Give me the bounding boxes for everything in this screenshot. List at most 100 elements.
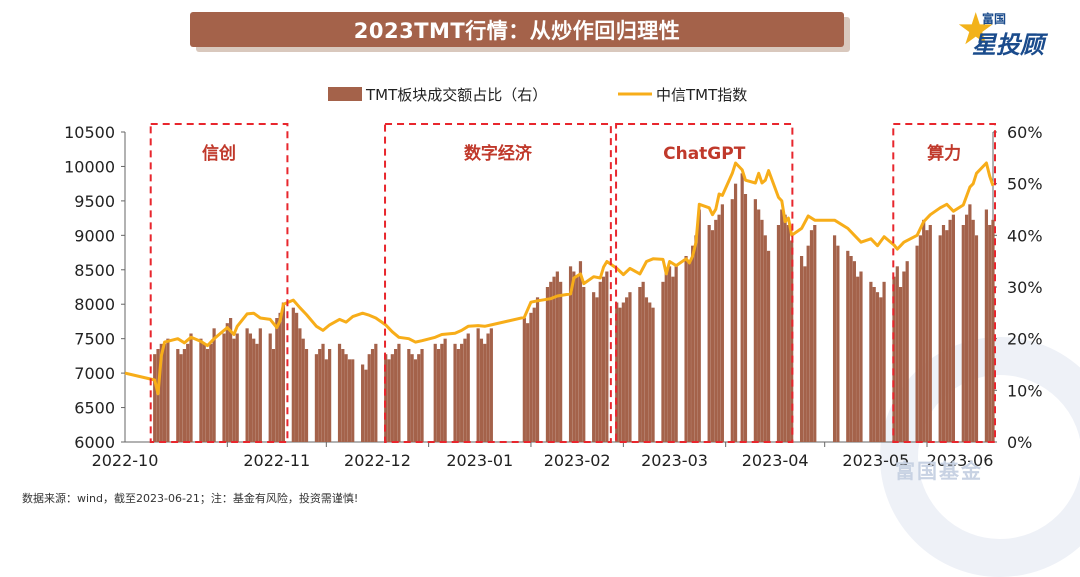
bar [869, 281, 873, 442]
bar [879, 297, 883, 442]
y-left-tick-label: 6000 [74, 433, 115, 452]
bar [988, 225, 992, 442]
bar [361, 364, 365, 442]
bar [364, 369, 368, 442]
bar [397, 343, 401, 442]
y-left-tick-label: 7000 [74, 364, 115, 383]
index-line [124, 161, 995, 396]
bar [163, 343, 167, 442]
bar [235, 333, 239, 442]
bar [337, 343, 342, 442]
bar [836, 245, 840, 442]
bar [394, 349, 398, 442]
y-left-tick-label: 8000 [74, 295, 115, 314]
source-note: 数据来源：wind，截至2023-06-21；注：基金有风险，投资需谨慎! [22, 492, 359, 505]
x-tick-label: 2023-04 [742, 451, 809, 470]
bar [159, 343, 163, 442]
bar [199, 338, 203, 442]
bar [872, 287, 876, 442]
bar [776, 225, 781, 442]
bar [433, 343, 437, 442]
bar [918, 235, 922, 442]
bar [763, 235, 767, 442]
bar [298, 328, 302, 442]
bar [559, 281, 563, 442]
page-title: 2023TMT行情：从炒作回归理性 [190, 12, 844, 47]
bar [661, 281, 665, 442]
bar [753, 199, 757, 442]
bar [535, 297, 540, 442]
x-tick-label: 2023-01 [446, 451, 513, 470]
annotation-label: 信创 [202, 143, 236, 164]
bar [786, 225, 790, 442]
bar [714, 219, 718, 442]
bar [179, 354, 183, 442]
bar [859, 271, 863, 442]
brand-main-text: 星投顾 [972, 31, 1044, 59]
bar [691, 245, 695, 442]
bar [684, 256, 688, 442]
bar [945, 230, 949, 442]
bar [248, 333, 253, 442]
bar [420, 349, 424, 442]
y-left-tick-label: 9500 [74, 192, 115, 211]
bar [370, 349, 375, 442]
bar [153, 354, 157, 442]
bar [984, 209, 988, 442]
bar [367, 354, 371, 442]
annotation-box [615, 123, 794, 443]
bar [245, 328, 249, 442]
bar [483, 343, 487, 442]
annotation-box [892, 123, 997, 443]
bar [968, 204, 972, 442]
bar [783, 214, 787, 442]
bar [281, 302, 286, 442]
bar [951, 214, 955, 442]
bar [225, 323, 229, 442]
bar [486, 333, 490, 442]
bar [941, 225, 946, 442]
bar [344, 354, 348, 442]
bar [664, 271, 668, 442]
bar [278, 312, 282, 442]
bar [720, 204, 724, 442]
bar [374, 343, 378, 442]
bar [760, 219, 764, 442]
y-left-tick-label: 10000 [64, 157, 115, 176]
bar [436, 349, 441, 442]
bar [707, 225, 711, 442]
bar [232, 338, 236, 442]
annotation-box [149, 123, 289, 443]
bar [628, 292, 632, 442]
x-tick-label: 2022-11 [243, 451, 310, 470]
y-right-tick-label: 0% [1007, 433, 1032, 452]
bar [578, 261, 583, 442]
bar [555, 271, 559, 442]
bar [849, 256, 853, 442]
bar [618, 307, 622, 442]
bar [928, 225, 932, 442]
bar [384, 354, 388, 442]
bar [595, 297, 599, 442]
bar [806, 245, 810, 442]
bar [697, 209, 701, 442]
bar [757, 209, 761, 442]
bar [667, 266, 672, 442]
bar [948, 219, 952, 442]
bar [205, 349, 210, 442]
bar [638, 287, 642, 442]
bar [644, 297, 649, 442]
bar [460, 343, 464, 442]
bar [328, 349, 332, 442]
annotation-label: 数字经济 [464, 143, 533, 164]
bar [790, 240, 794, 442]
bar [740, 173, 744, 443]
annotation-box [384, 123, 612, 443]
bar [846, 250, 850, 442]
bar [222, 333, 226, 442]
bar [526, 323, 530, 442]
y-right-tick-label: 50% [1007, 175, 1043, 194]
y-left-tick-label: 9000 [74, 226, 115, 245]
bar [258, 328, 262, 442]
bar [212, 328, 216, 442]
